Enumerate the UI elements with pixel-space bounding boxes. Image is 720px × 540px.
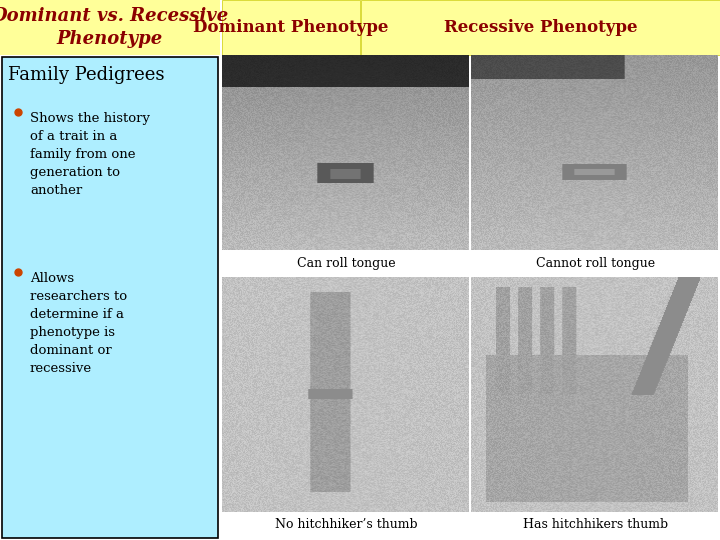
FancyBboxPatch shape xyxy=(2,57,217,538)
Text: Dominant Phenotype: Dominant Phenotype xyxy=(193,19,389,36)
Text: Cannot roll tongue: Cannot roll tongue xyxy=(536,256,655,269)
Text: Shows the history
of a trait in a
family from one
generation to
another: Shows the history of a trait in a family… xyxy=(30,112,150,197)
Text: No hitchhiker’s thumb: No hitchhiker’s thumb xyxy=(275,518,418,531)
Text: Recessive Phenotype: Recessive Phenotype xyxy=(444,19,637,36)
FancyBboxPatch shape xyxy=(361,0,720,55)
FancyBboxPatch shape xyxy=(0,0,220,55)
Text: Dominant vs. Recessive
Phenotype: Dominant vs. Recessive Phenotype xyxy=(0,8,228,48)
Text: Family Pedigrees: Family Pedigrees xyxy=(8,66,164,84)
Text: Has hitchhikers thumb: Has hitchhikers thumb xyxy=(523,518,668,531)
FancyBboxPatch shape xyxy=(222,0,360,55)
Text: Can roll tongue: Can roll tongue xyxy=(297,256,395,269)
Text: Allows
researchers to
determine if a
phenotype is
dominant or
recessive: Allows researchers to determine if a phe… xyxy=(30,272,127,375)
